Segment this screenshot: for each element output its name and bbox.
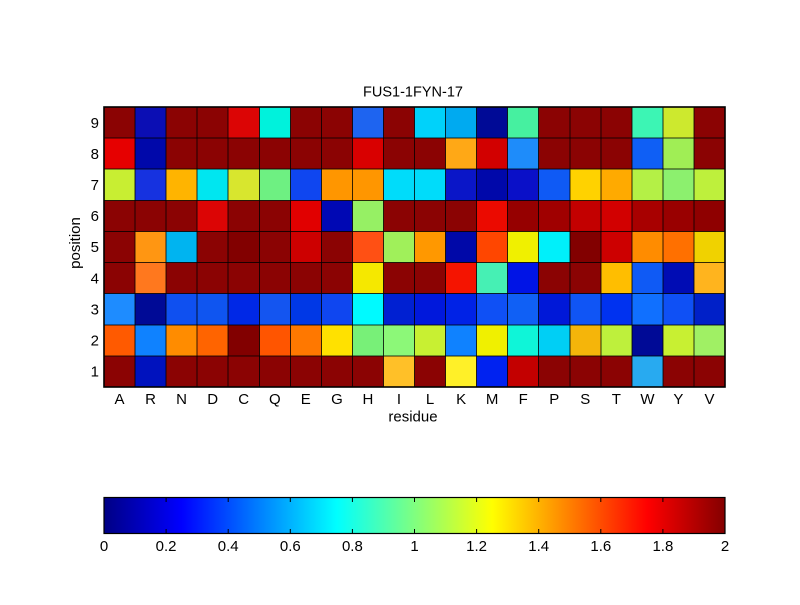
svg-text:4: 4 bbox=[91, 270, 99, 287]
svg-text:9: 9 bbox=[91, 115, 99, 132]
svg-text:I: I bbox=[397, 391, 401, 408]
svg-text:FUS1-1FYN-17: FUS1-1FYN-17 bbox=[363, 85, 463, 101]
svg-text:1.6: 1.6 bbox=[590, 538, 611, 555]
svg-text:D: D bbox=[207, 391, 218, 408]
svg-text:6: 6 bbox=[91, 208, 99, 225]
svg-text:M: M bbox=[486, 391, 499, 408]
svg-text:G: G bbox=[331, 391, 343, 408]
svg-text:1: 1 bbox=[410, 538, 418, 555]
svg-text:T: T bbox=[612, 391, 621, 408]
svg-text:L: L bbox=[426, 391, 434, 408]
svg-text:P: P bbox=[549, 391, 559, 408]
svg-text:8: 8 bbox=[91, 146, 99, 163]
svg-text:3: 3 bbox=[91, 301, 99, 318]
svg-text:Y: Y bbox=[673, 391, 683, 408]
svg-text:C: C bbox=[238, 391, 249, 408]
svg-text:0: 0 bbox=[100, 538, 108, 555]
svg-text:0.4: 0.4 bbox=[218, 538, 239, 555]
svg-text:1.2: 1.2 bbox=[466, 538, 487, 555]
svg-text:residue: residue bbox=[388, 409, 437, 426]
svg-text:H: H bbox=[362, 391, 373, 408]
svg-text:5: 5 bbox=[91, 239, 99, 256]
svg-text:1.4: 1.4 bbox=[528, 538, 549, 555]
svg-text:K: K bbox=[456, 391, 466, 408]
svg-text:F: F bbox=[519, 391, 528, 408]
svg-text:0.2: 0.2 bbox=[156, 538, 177, 555]
svg-text:1.8: 1.8 bbox=[652, 538, 673, 555]
svg-text:R: R bbox=[145, 391, 156, 408]
svg-text:7: 7 bbox=[91, 177, 99, 194]
svg-text:2: 2 bbox=[91, 333, 99, 350]
svg-text:V: V bbox=[704, 391, 714, 408]
svg-text:N: N bbox=[176, 391, 187, 408]
svg-text:Q: Q bbox=[269, 391, 281, 408]
svg-text:E: E bbox=[301, 391, 311, 408]
svg-text:S: S bbox=[580, 391, 590, 408]
svg-text:0.8: 0.8 bbox=[342, 538, 363, 555]
svg-text:1: 1 bbox=[91, 364, 99, 381]
svg-text:position: position bbox=[67, 217, 84, 269]
svg-text:A: A bbox=[114, 391, 124, 408]
svg-text:2: 2 bbox=[721, 538, 729, 555]
svg-text:W: W bbox=[640, 391, 655, 408]
svg-text:0.6: 0.6 bbox=[280, 538, 301, 555]
